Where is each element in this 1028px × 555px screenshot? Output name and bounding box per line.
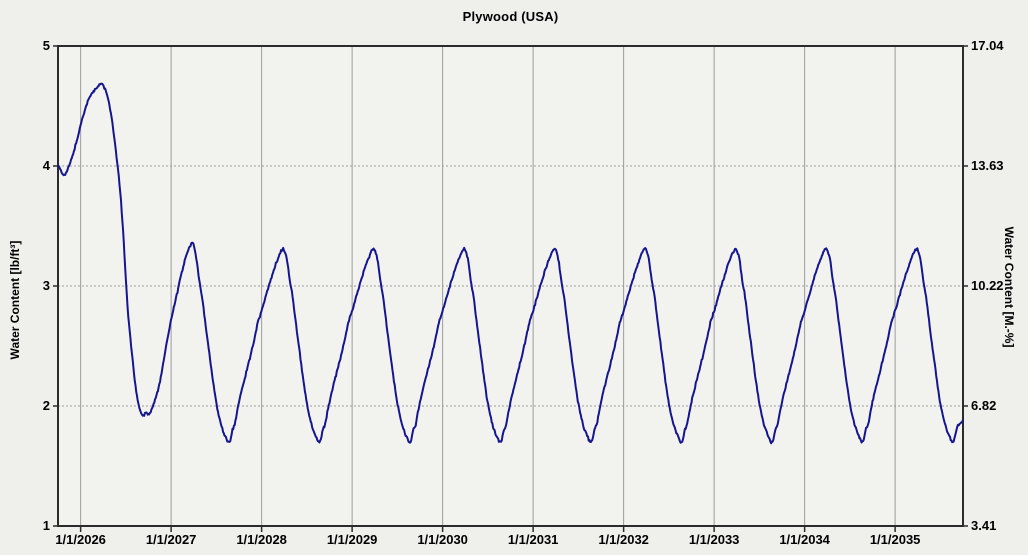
x-tick-label: 1/1/2034 [779, 532, 830, 547]
plot-border [57, 45, 964, 527]
y-tick-label-right: 17.04 [971, 38, 1004, 53]
x-tick-label: 1/1/2031 [508, 532, 559, 547]
y-tick-label-right: 10.22 [971, 278, 1004, 293]
x-tick-label: 1/1/2026 [55, 532, 106, 547]
y-tick-label-left: 3 [43, 278, 50, 293]
x-tick-label: 1/1/2030 [417, 532, 468, 547]
water-content-curve [58, 82, 963, 445]
x-tick-label: 1/1/2028 [236, 532, 287, 547]
y-tick-label-left: 4 [43, 158, 51, 173]
y-tick-label-left: 1 [43, 518, 50, 533]
y-tick-label-right: 6.82 [971, 398, 996, 413]
x-tick-label: 1/1/2035 [870, 532, 921, 547]
y-tick-label-left: 2 [43, 398, 50, 413]
x-tick-label: 1/1/2032 [598, 532, 649, 547]
chart-title: Plywood (USA) [462, 9, 559, 24]
y-tick-label-right: 3.41 [971, 518, 996, 533]
x-tick-label: 1/1/2029 [327, 532, 378, 547]
x-tick-label: 1/1/2033 [689, 532, 740, 547]
y-tick-label-right: 13.63 [971, 158, 1004, 173]
y-tick-label-left: 5 [43, 38, 50, 53]
x-tick-label: 1/1/2027 [146, 532, 197, 547]
